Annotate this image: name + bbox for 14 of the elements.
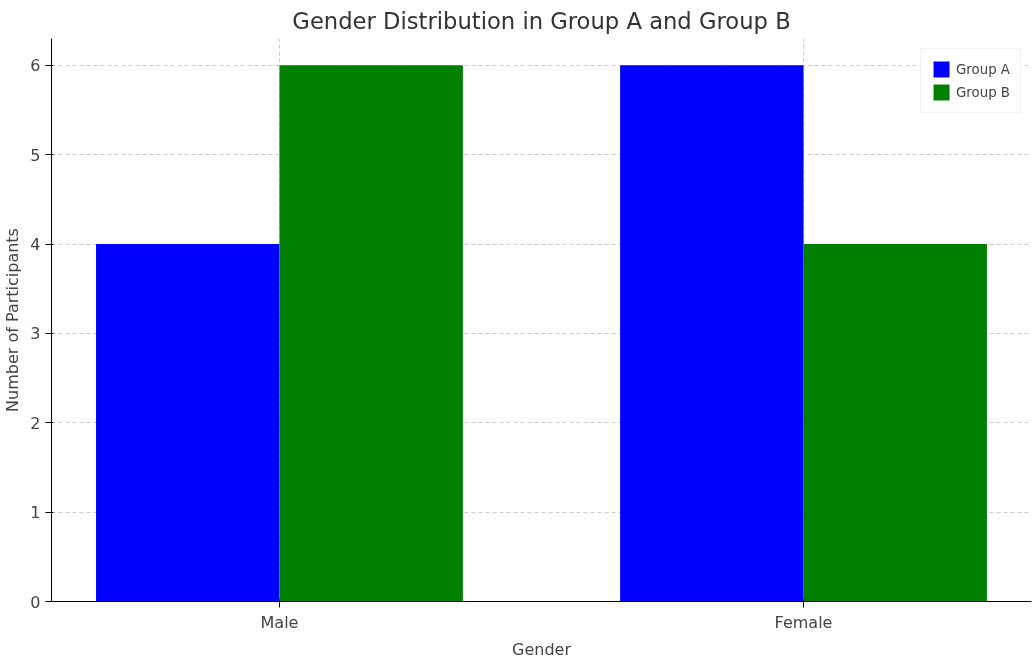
- legend-label: Group A: [956, 61, 1010, 77]
- y-tick-label: 6: [30, 56, 41, 76]
- y-axis-title: Number of Participants: [3, 228, 23, 412]
- x-tick-label: Female: [774, 612, 833, 632]
- y-tick-label: 3: [30, 324, 41, 344]
- y-tick-label: 1: [30, 503, 41, 523]
- legend-label: Group B: [956, 84, 1010, 100]
- y-tick-label: 4: [30, 235, 41, 255]
- y-tick-label: 0: [30, 592, 41, 612]
- chart-title: Gender Distribution in Group A and Group B: [292, 7, 791, 34]
- x-axis-title: Gender: [512, 639, 572, 659]
- y-tick-label: 5: [30, 145, 41, 165]
- x-tick-label: Male: [260, 612, 299, 632]
- y-tick-label: 2: [30, 413, 41, 433]
